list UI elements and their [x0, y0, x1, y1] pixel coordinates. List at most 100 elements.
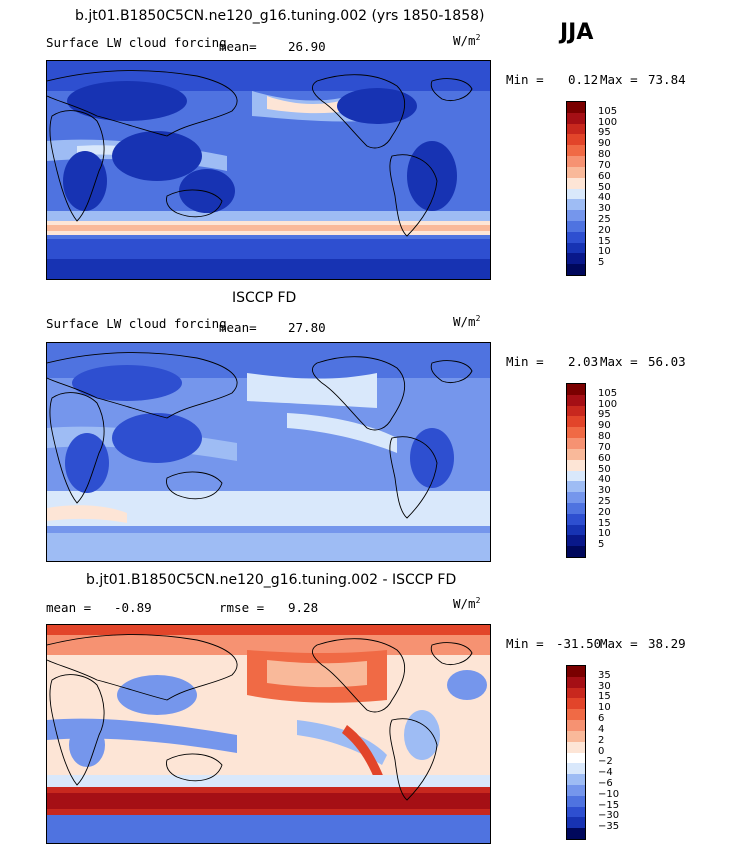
colorbar-label: 80: [598, 149, 611, 161]
colorbar-label: −6: [598, 777, 613, 789]
colorbar-swatch: [567, 242, 585, 254]
panel2-field: Surface LW cloud forcing: [46, 316, 227, 331]
colorbar-swatch: [567, 730, 585, 742]
colorbar-swatch: [567, 427, 585, 439]
panel3-map-svg: [47, 625, 490, 843]
panel3-rmse-label: rmse =: [219, 600, 265, 615]
colorbar-label: 40: [598, 474, 611, 486]
colorbar-swatch: [567, 459, 585, 471]
colorbar-label: 105: [598, 105, 618, 117]
colorbar-swatch: [567, 774, 585, 785]
colorbar-swatch: [567, 795, 585, 807]
colorbar-swatch: [567, 188, 585, 200]
panel3-mean-label: mean =: [46, 600, 92, 615]
colorbar-swatch: [567, 828, 585, 839]
colorbar-label: 15: [598, 691, 611, 703]
colorbar-label: 105: [598, 387, 618, 399]
colorbar-label: 70: [598, 159, 611, 171]
panel2-title: ISCCP FD: [232, 290, 297, 306]
colorbar-label: 35: [598, 669, 611, 681]
colorbar-swatch: [567, 405, 585, 417]
colorbar-label: 4: [598, 723, 605, 735]
colorbar-swatch: [567, 145, 585, 157]
colorbar-label: 30: [598, 680, 611, 692]
colorbar-label: 15: [598, 517, 611, 529]
colorbar-label: 6: [598, 713, 605, 725]
colorbar-label: 20: [598, 506, 611, 518]
panel3-units: W/m2: [453, 596, 481, 612]
colorbar-label: 25: [598, 213, 611, 225]
colorbar-label: 60: [598, 452, 611, 464]
panel3-min-label: Min =: [506, 636, 544, 651]
colorbar-label: 70: [598, 441, 611, 453]
colorbar-swatch: [567, 502, 585, 514]
colorbar-label: 2: [598, 734, 605, 746]
panel3-colorbar: [566, 665, 586, 840]
colorbar-label: 25: [598, 495, 611, 507]
colorbar-swatch: [567, 817, 585, 829]
panel2-min-label: Min =: [506, 354, 544, 369]
panel1-field: Surface LW cloud forcing: [46, 35, 227, 50]
panel1-min: 0.12: [568, 72, 599, 87]
season-label: JJA: [560, 20, 594, 45]
panel1-mean: 26.90: [288, 39, 326, 54]
panel1-map: [46, 60, 491, 280]
colorbar-swatch: [567, 448, 585, 460]
panel2-max: 56.03: [648, 354, 686, 369]
colorbar-swatch: [567, 438, 585, 449]
colorbar-label: 5: [598, 539, 605, 551]
colorbar-swatch: [567, 470, 585, 482]
colorbar-swatch: [567, 709, 585, 721]
colorbar-swatch: [567, 513, 585, 525]
colorbar-swatch: [567, 112, 585, 124]
colorbar-label: 90: [598, 138, 611, 150]
panel1-map-svg: [47, 61, 490, 279]
colorbar-swatch: [567, 231, 585, 243]
colorbar-swatch: [567, 210, 585, 221]
colorbar-swatch: [567, 253, 585, 265]
panel3-map: [46, 624, 491, 844]
colorbar-swatch: [567, 156, 585, 167]
colorbar-swatch: [567, 166, 585, 178]
colorbar-swatch: [567, 220, 585, 232]
panel2-mean: 27.80: [288, 320, 326, 335]
panel2-max-label: Max =: [600, 354, 638, 369]
colorbar-swatch: [567, 720, 585, 731]
panel3-title: b.jt01.B1850C5CN.ne120_g16.tuning.002 - …: [86, 572, 457, 588]
panel2-map-svg: [47, 343, 490, 561]
panel3-rmse: 9.28: [288, 600, 319, 615]
colorbar-swatch: [567, 698, 585, 710]
colorbar-swatch: [567, 666, 585, 677]
colorbar-label: −35: [598, 821, 620, 833]
colorbar-label: 20: [598, 224, 611, 236]
colorbar-label: −10: [598, 788, 620, 800]
colorbar-swatch: [567, 492, 585, 503]
colorbar-label: 50: [598, 181, 611, 193]
colorbar-label: −30: [598, 810, 620, 822]
colorbar-swatch: [567, 394, 585, 406]
panel1-units: W/m2: [453, 33, 481, 49]
colorbar-label: 30: [598, 203, 611, 215]
colorbar-label: 60: [598, 170, 611, 182]
panel1-title: b.jt01.B1850C5CN.ne120_g16.tuning.002 (y…: [75, 8, 485, 24]
colorbar-label: 100: [598, 116, 618, 128]
panel2-mean-label: mean=: [219, 320, 257, 335]
colorbar-swatch: [567, 535, 585, 547]
colorbar-swatch: [567, 102, 585, 113]
colorbar-swatch: [567, 416, 585, 428]
colorbar-label: 40: [598, 192, 611, 204]
panel3-max: 38.29: [648, 636, 686, 651]
colorbar-swatch: [567, 177, 585, 189]
colorbar-swatch: [567, 264, 585, 275]
colorbar-swatch: [567, 123, 585, 135]
colorbar-swatch: [567, 524, 585, 536]
panel1-mean-label: mean=: [219, 39, 257, 54]
panel2-map: [46, 342, 491, 562]
colorbar-swatch: [567, 546, 585, 557]
panel1-colorbar: [566, 101, 586, 276]
panel2-colorbar: [566, 383, 586, 558]
panel2-min: 2.03: [568, 354, 599, 369]
colorbar-swatch: [567, 763, 585, 775]
colorbar-swatch: [567, 199, 585, 211]
colorbar-swatch: [567, 752, 585, 764]
